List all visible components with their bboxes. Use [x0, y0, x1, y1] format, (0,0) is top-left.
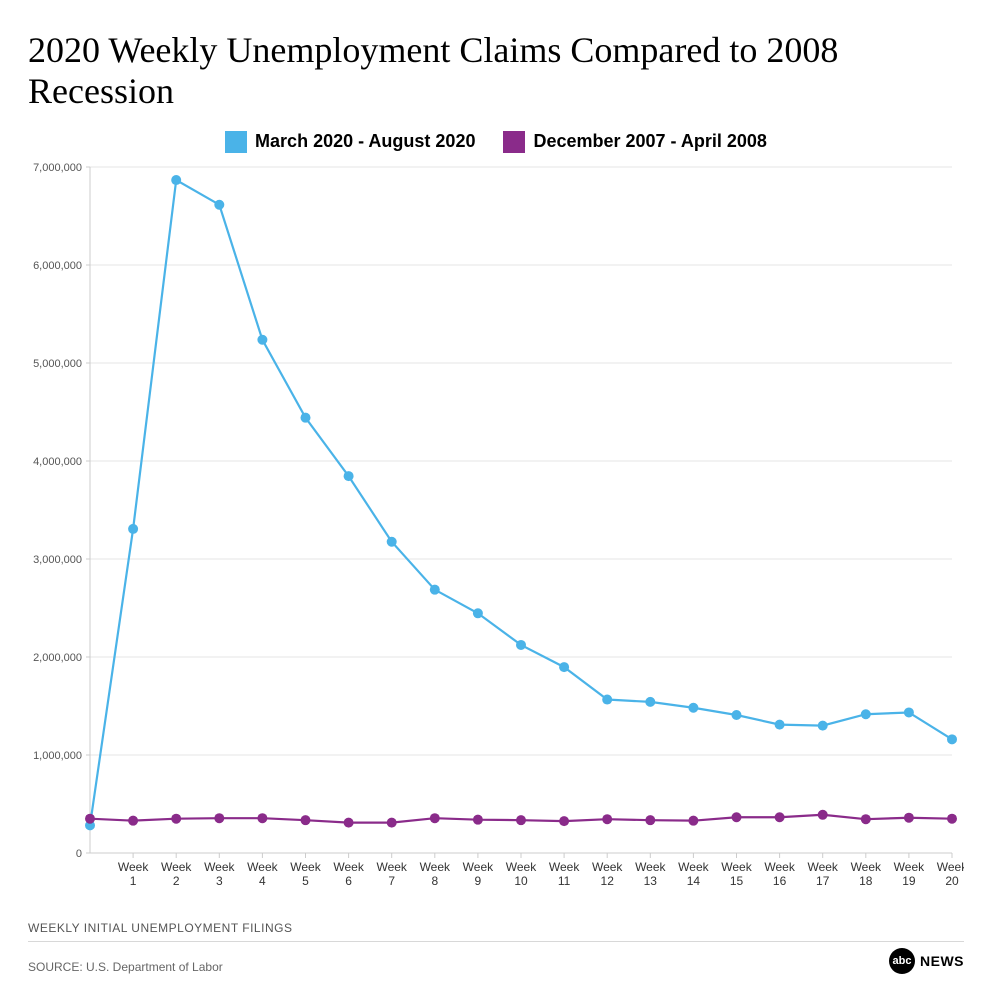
svg-text:Week: Week	[937, 860, 964, 874]
chart-svg: 0 1,000,000 2,000,000 3,000,000 4,000,000 5,0…	[28, 161, 964, 901]
svg-text:4,000,000: 4,000,000	[33, 456, 82, 468]
svg-text:Week: Week	[376, 860, 407, 874]
svg-text:Week: Week	[204, 860, 235, 874]
chart-title: 2020 Weekly Unemployment Claims Compared…	[28, 30, 964, 113]
svg-text:Week: Week	[290, 860, 321, 874]
svg-text:17: 17	[816, 874, 830, 888]
legend-label-2020: March 2020 - August 2020	[255, 131, 475, 152]
svg-text:18: 18	[859, 874, 873, 888]
svg-text:Week: Week	[764, 860, 795, 874]
svg-text:Week: Week	[894, 860, 925, 874]
svg-text:14: 14	[687, 874, 701, 888]
svg-text:20: 20	[945, 874, 959, 888]
svg-text:16: 16	[773, 874, 787, 888]
svg-text:7,000,000: 7,000,000	[33, 162, 82, 174]
legend: March 2020 - August 2020 December 2007 -…	[28, 131, 964, 153]
svg-text:12: 12	[601, 874, 615, 888]
svg-text:0: 0	[76, 848, 82, 860]
svg-text:5,000,000: 5,000,000	[33, 358, 82, 370]
svg-text:Week: Week	[549, 860, 580, 874]
svg-text:3: 3	[216, 874, 223, 888]
svg-text:3,000,000: 3,000,000	[33, 554, 82, 566]
svg-text:10: 10	[514, 874, 528, 888]
svg-text:Week: Week	[851, 860, 882, 874]
legend-swatch-2008	[503, 131, 525, 153]
logo-text: NEWS	[920, 953, 964, 969]
svg-text:Week: Week	[807, 860, 838, 874]
svg-text:Week: Week	[592, 860, 623, 874]
svg-text:Week: Week	[721, 860, 752, 874]
svg-text:1: 1	[130, 874, 137, 888]
source-label: SOURCE: U.S. Department of Labor	[28, 960, 223, 974]
svg-text:8: 8	[431, 874, 438, 888]
svg-text:4: 4	[259, 874, 266, 888]
svg-text:9: 9	[475, 874, 482, 888]
abc-news-logo: abc NEWS	[889, 948, 964, 974]
svg-text:5: 5	[302, 874, 309, 888]
svg-text:7: 7	[388, 874, 395, 888]
svg-text:1,000,000: 1,000,000	[33, 750, 82, 762]
svg-text:Week: Week	[635, 860, 666, 874]
logo-circle-icon: abc	[889, 948, 915, 974]
svg-text:Week: Week	[247, 860, 278, 874]
chart-subtitle: WEEKLY INITIAL UNEMPLOYMENT FILINGS	[28, 921, 964, 935]
legend-item-2008: December 2007 - April 2008	[503, 131, 766, 153]
svg-text:19: 19	[902, 874, 916, 888]
svg-text:Week: Week	[678, 860, 709, 874]
svg-text:2: 2	[173, 874, 180, 888]
legend-label-2008: December 2007 - April 2008	[533, 131, 766, 152]
legend-item-2020: March 2020 - August 2020	[225, 131, 475, 153]
svg-text:Week: Week	[333, 860, 364, 874]
svg-text:Week: Week	[161, 860, 192, 874]
svg-text:Week: Week	[118, 860, 149, 874]
svg-text:6: 6	[345, 874, 352, 888]
footer: WEEKLY INITIAL UNEMPLOYMENT FILINGS SOUR…	[28, 921, 964, 974]
chart-area: 0 1,000,000 2,000,000 3,000,000 4,000,000 5,0…	[28, 161, 964, 901]
svg-text:Week: Week	[420, 860, 451, 874]
svg-text:15: 15	[730, 874, 744, 888]
svg-text:Week: Week	[463, 860, 494, 874]
legend-swatch-2020	[225, 131, 247, 153]
svg-text:Week: Week	[506, 860, 537, 874]
svg-text:2,000,000: 2,000,000	[33, 652, 82, 664]
svg-text:11: 11	[558, 874, 571, 888]
svg-text:6,000,000: 6,000,000	[33, 260, 82, 272]
svg-text:13: 13	[644, 874, 658, 888]
